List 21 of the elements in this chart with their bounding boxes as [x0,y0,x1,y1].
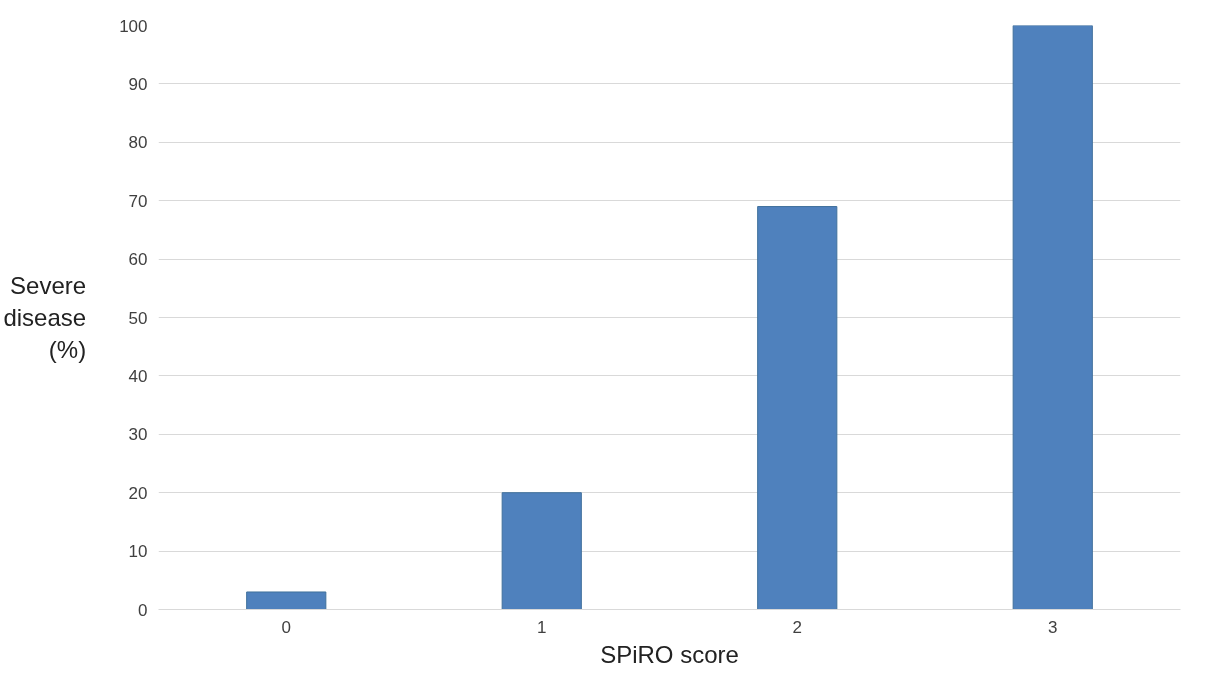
x-axis-title: SPiRO score [600,640,739,668]
x-tick-label: 3 [1048,617,1058,637]
x-tick-label: 0 [281,617,291,637]
y-tick-label: 40 [128,366,148,386]
x-tick-label: 1 [537,617,547,637]
bar [1012,25,1093,610]
bar [246,591,327,610]
y-tick-label: 30 [128,425,148,445]
bar [501,492,582,610]
y-tick-label: 50 [128,308,148,328]
y-tick-label: 80 [128,133,148,153]
y-tick-label: 70 [128,191,148,211]
y-tick-label: 0 [138,600,148,620]
y-tick-label: 10 [128,542,148,562]
x-tick-label: 2 [792,617,802,637]
y-tick-label: 100 [119,16,148,36]
y-tick-label: 60 [128,250,148,270]
y-tick-label: 90 [128,74,148,94]
y-tick-label: 20 [128,483,148,503]
y-axis-title: Severe disease (%) [3,271,87,364]
bar [757,206,838,610]
